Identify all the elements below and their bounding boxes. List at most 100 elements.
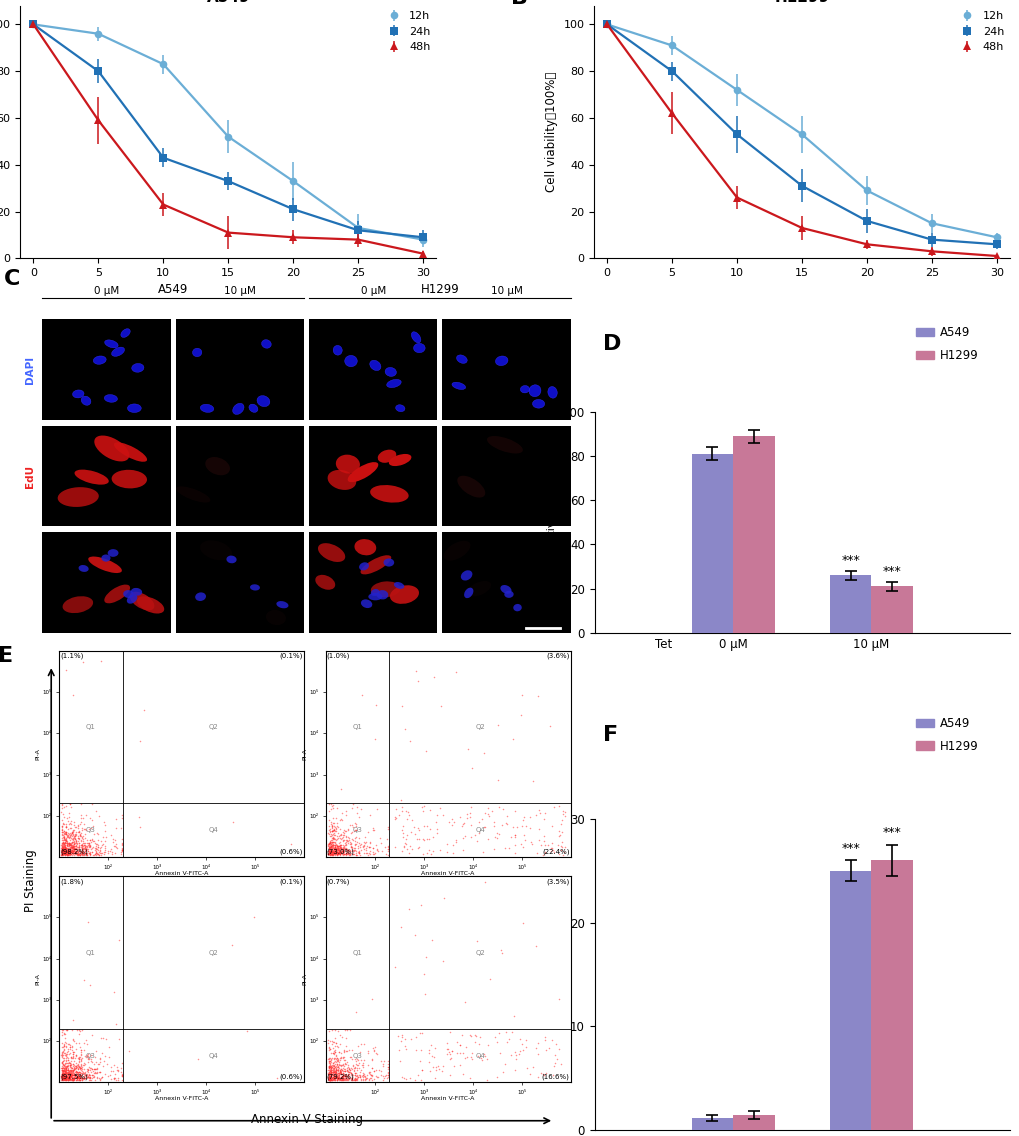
Point xyxy=(64,1050,81,1068)
Point xyxy=(75,836,92,854)
Point xyxy=(53,843,69,861)
Point xyxy=(340,843,357,861)
Point xyxy=(380,1060,396,1078)
Point xyxy=(325,843,341,861)
Point xyxy=(333,803,350,821)
Point xyxy=(53,845,69,863)
Point xyxy=(59,1068,75,1086)
Point xyxy=(344,1055,361,1074)
Point xyxy=(55,1061,71,1079)
Point xyxy=(71,827,88,845)
Point xyxy=(60,1053,76,1071)
Point xyxy=(66,817,83,835)
Point xyxy=(68,1071,85,1089)
Ellipse shape xyxy=(126,594,138,603)
Point xyxy=(61,1070,77,1088)
Point xyxy=(81,835,97,853)
Point xyxy=(55,1041,71,1059)
Point xyxy=(324,1068,340,1086)
Point xyxy=(65,1066,82,1084)
Point xyxy=(54,844,70,862)
Point xyxy=(326,1064,342,1083)
Point xyxy=(516,832,532,850)
Point xyxy=(65,840,82,858)
Point xyxy=(92,841,108,859)
Point xyxy=(73,827,90,845)
Point xyxy=(107,844,123,862)
Point xyxy=(74,1055,91,1074)
Point xyxy=(56,844,72,862)
Point xyxy=(73,1060,90,1078)
Point xyxy=(321,844,337,862)
Point xyxy=(71,825,88,843)
Point xyxy=(89,824,105,842)
Point xyxy=(72,1071,89,1089)
Point xyxy=(332,844,348,862)
Point xyxy=(368,695,384,713)
Point xyxy=(341,1049,358,1067)
Point xyxy=(389,1027,406,1045)
Point xyxy=(60,842,76,860)
Point xyxy=(380,1058,396,1076)
Point xyxy=(362,1066,378,1084)
Point xyxy=(63,841,79,859)
Point xyxy=(282,835,299,853)
Point xyxy=(74,843,91,861)
Point xyxy=(320,1064,336,1083)
Point xyxy=(55,816,71,834)
Point xyxy=(345,841,362,859)
Point xyxy=(62,826,78,844)
Point xyxy=(343,1050,360,1068)
X-axis label: Annexin V-FITC-A: Annexin V-FITC-A xyxy=(421,871,475,876)
Point xyxy=(85,1066,101,1084)
Point xyxy=(530,830,546,849)
Point xyxy=(54,845,70,863)
Point xyxy=(113,842,129,860)
Point xyxy=(322,1049,338,1067)
Point xyxy=(64,1061,81,1079)
Point xyxy=(380,1063,396,1081)
Point xyxy=(54,1045,70,1063)
Text: Q1: Q1 xyxy=(353,724,362,730)
Point xyxy=(440,1043,457,1061)
Point xyxy=(71,1069,88,1087)
Point xyxy=(332,1063,348,1081)
Point xyxy=(396,1036,413,1054)
Point xyxy=(61,844,77,862)
Point xyxy=(350,1036,366,1054)
Point xyxy=(63,1071,79,1089)
Point xyxy=(343,816,360,834)
Point xyxy=(380,1052,396,1070)
Point xyxy=(53,840,69,858)
Point xyxy=(64,829,81,847)
Point xyxy=(345,1061,362,1079)
Point xyxy=(60,841,76,859)
Point xyxy=(550,844,567,862)
Point xyxy=(360,1042,376,1060)
Point xyxy=(55,1063,71,1081)
Point xyxy=(113,1067,129,1085)
Point xyxy=(339,834,356,852)
Point xyxy=(326,844,342,862)
Point xyxy=(68,1046,85,1064)
Point xyxy=(347,846,364,864)
Point xyxy=(327,842,343,860)
Point xyxy=(67,1063,84,1081)
Point xyxy=(89,835,105,853)
Point xyxy=(336,1069,353,1087)
Point xyxy=(107,836,123,854)
Point xyxy=(71,1064,88,1083)
Point xyxy=(335,1069,352,1087)
Point xyxy=(55,1071,71,1089)
Point xyxy=(73,836,90,854)
Ellipse shape xyxy=(108,549,118,557)
Point xyxy=(55,1056,71,1075)
Point xyxy=(325,829,341,847)
Point xyxy=(321,1052,337,1070)
Ellipse shape xyxy=(461,570,472,580)
Point xyxy=(88,845,104,863)
Point xyxy=(65,825,82,843)
Point xyxy=(65,1049,82,1067)
Point xyxy=(328,845,344,863)
Point xyxy=(345,840,362,858)
